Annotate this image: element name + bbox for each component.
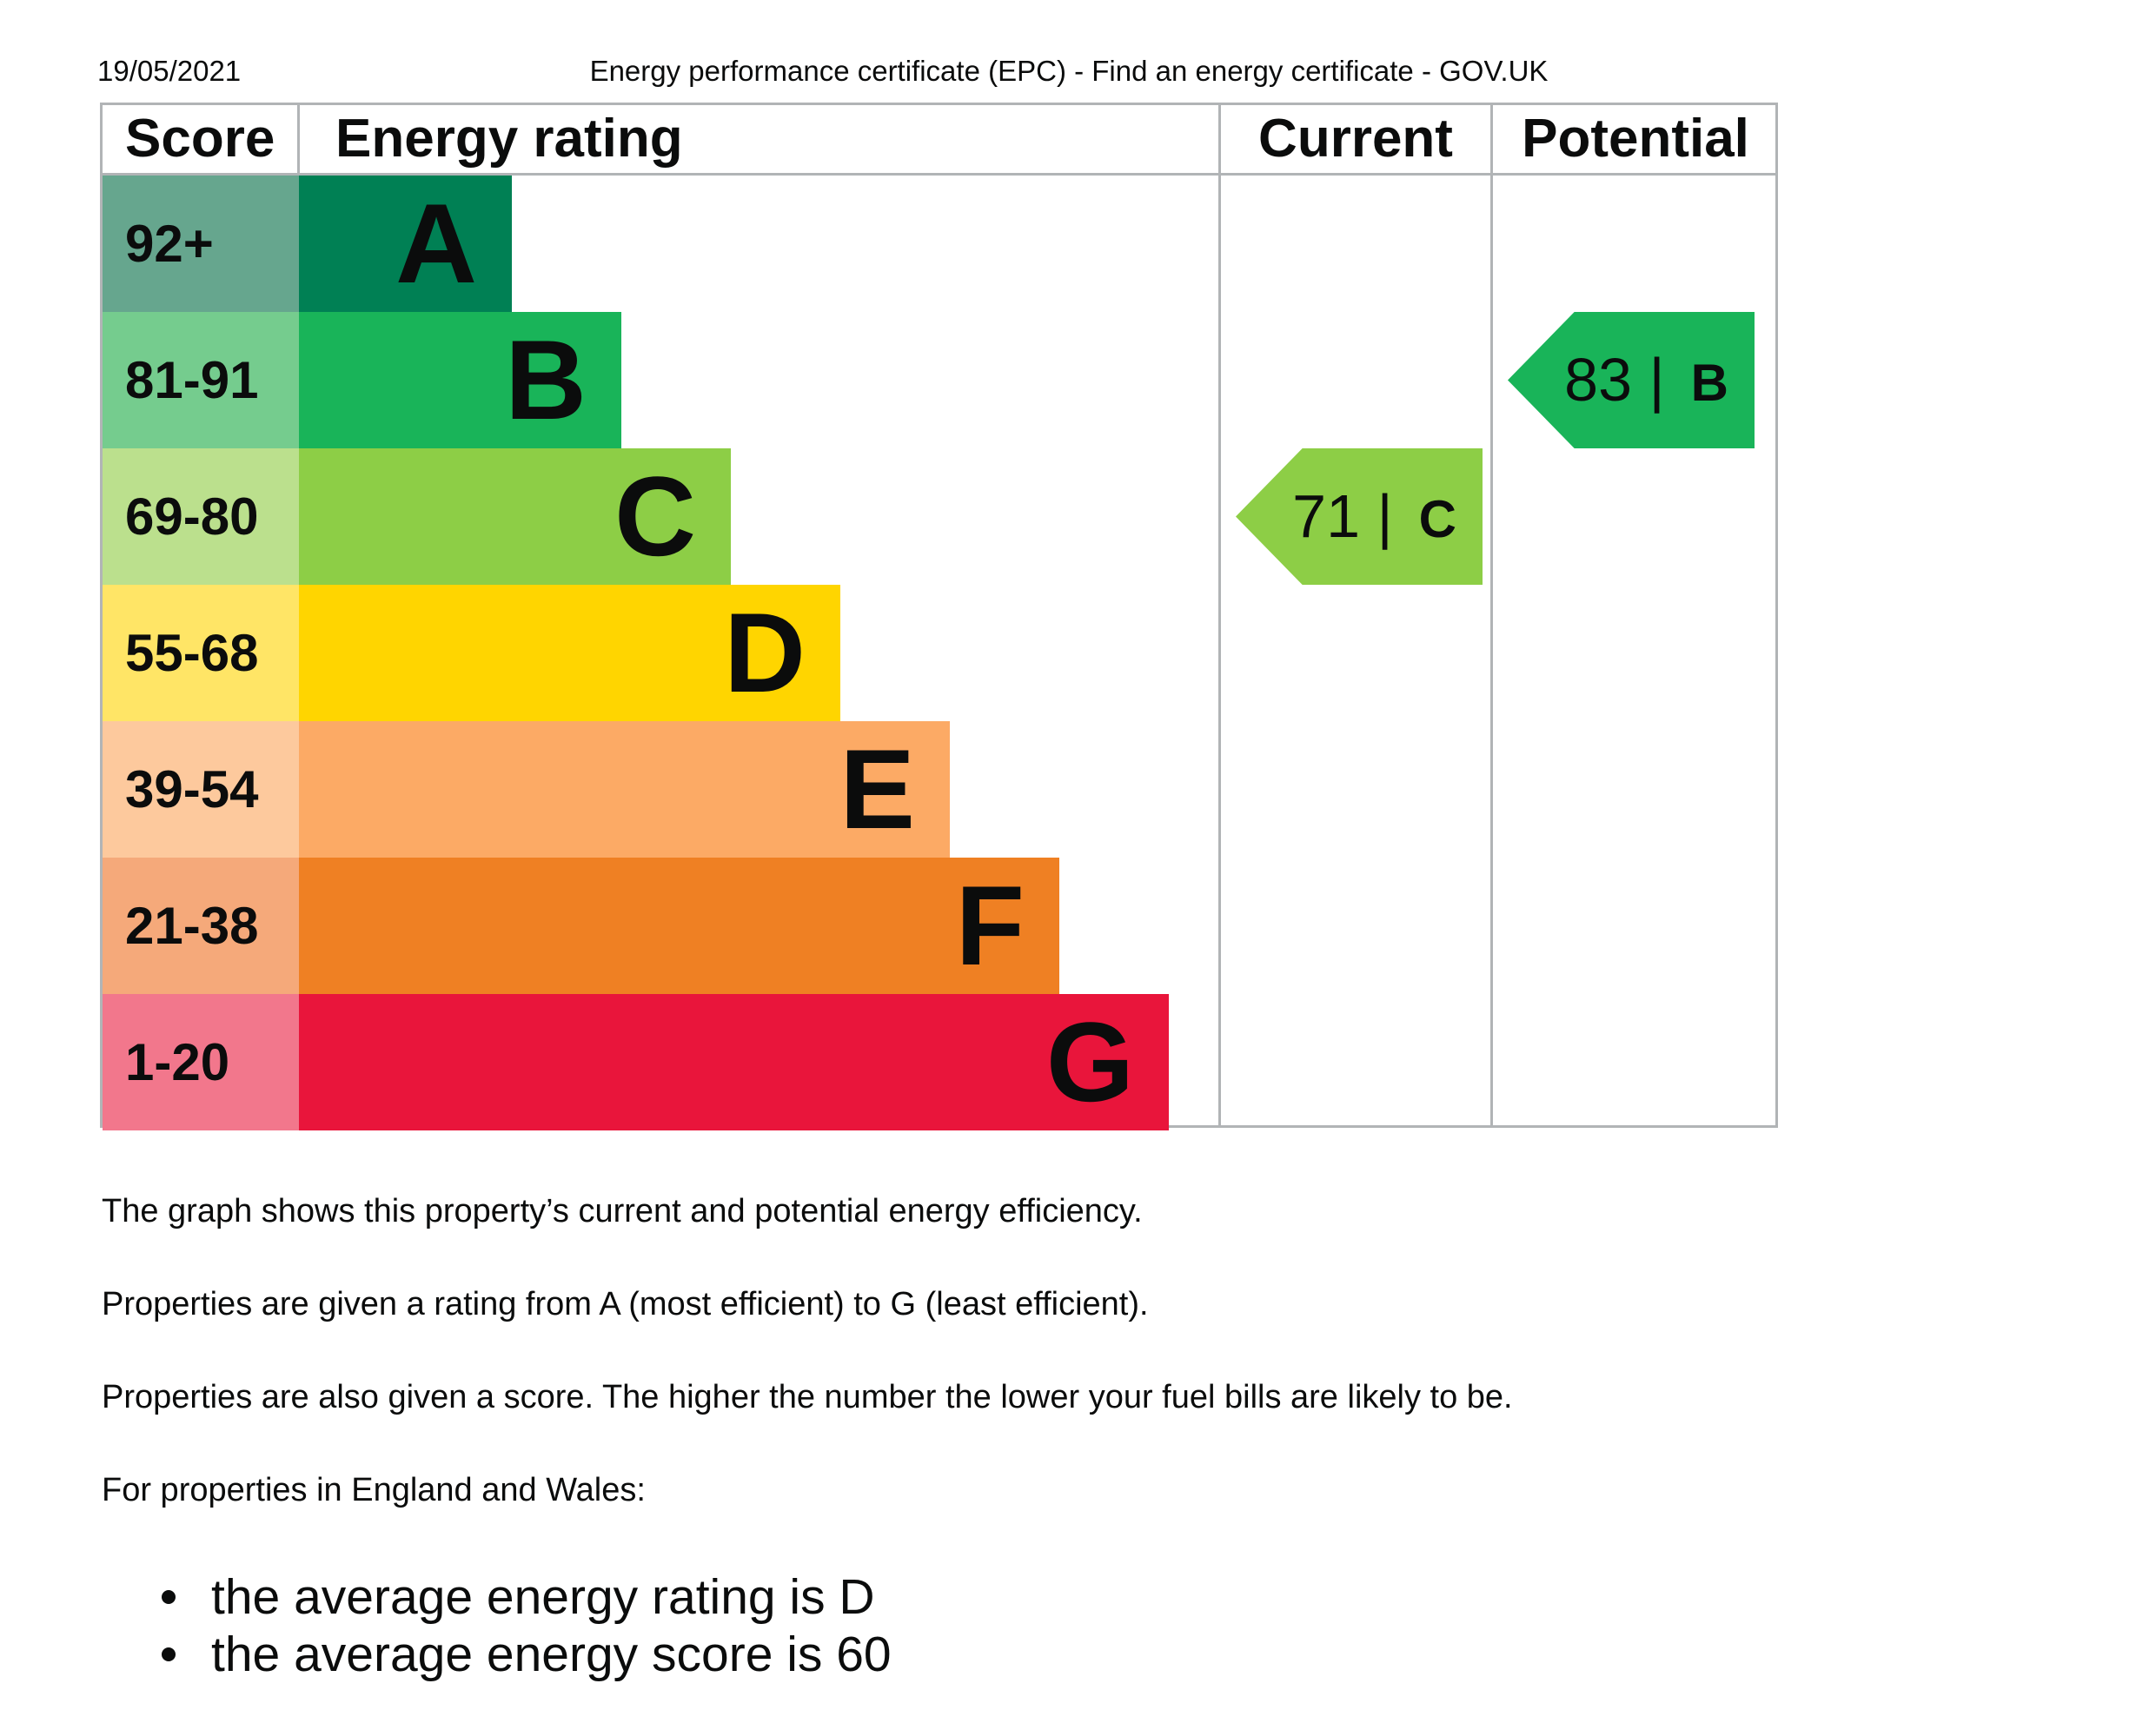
score-range-c: 69-80 bbox=[103, 448, 299, 585]
print-page-title: Energy performance certificate (EPC) - F… bbox=[589, 55, 1549, 87]
rating-band-c: C bbox=[299, 448, 731, 585]
rating-band-a: A bbox=[299, 176, 512, 312]
score-column-divider bbox=[297, 105, 300, 173]
potential-rating-arrow: 83 | B bbox=[1508, 312, 1755, 448]
averages-list: the average energy rating is D the avera… bbox=[148, 1568, 892, 1683]
rating-explanation: Properties are given a rating from A (mo… bbox=[102, 1286, 1149, 1322]
rating-band-b: B bbox=[299, 312, 621, 448]
current-letter: C bbox=[1418, 490, 1456, 548]
band-letter: D bbox=[724, 589, 806, 716]
band-letter: C bbox=[614, 453, 696, 580]
score-range-f: 21-38 bbox=[103, 858, 299, 994]
england-wales-intro: For properties in England and Wales: bbox=[102, 1472, 646, 1508]
list-item: the average energy score is 60 bbox=[148, 1626, 892, 1683]
current-column-divider bbox=[1218, 105, 1221, 1125]
band-letter: E bbox=[839, 726, 915, 852]
current-rating-arrow: 71 | C bbox=[1236, 448, 1483, 585]
band-letter: B bbox=[505, 316, 587, 443]
bullet-icon bbox=[162, 1590, 176, 1604]
score-range-g: 1-20 bbox=[103, 994, 299, 1130]
current-score: 71 | bbox=[1292, 482, 1393, 550]
score-range-e: 39-54 bbox=[103, 721, 299, 858]
potential-score: 83 | bbox=[1564, 346, 1665, 414]
band-letter: G bbox=[1045, 998, 1134, 1125]
potential-letter: B bbox=[1690, 354, 1728, 412]
bullet-icon bbox=[162, 1647, 176, 1661]
score-header: Score bbox=[125, 109, 275, 169]
current-header: Current bbox=[1258, 109, 1453, 169]
rating-band-f: F bbox=[299, 858, 1059, 994]
rating-band-g: G bbox=[299, 994, 1169, 1130]
graph-description: The graph shows this property’s current … bbox=[102, 1193, 1143, 1229]
rating-band-d: D bbox=[299, 585, 840, 721]
score-range-b: 81-91 bbox=[103, 312, 299, 448]
band-letter: F bbox=[955, 862, 1025, 989]
energy-rating-graph: Score Energy rating Current Potential 92… bbox=[100, 103, 1778, 1130]
print-date: 19/05/2021 bbox=[97, 55, 242, 87]
score-range-a: 92+ bbox=[103, 176, 299, 312]
band-letter: A bbox=[395, 180, 477, 307]
score-range-d: 55-68 bbox=[103, 585, 299, 721]
score-explanation: Properties are also given a score. The h… bbox=[102, 1379, 1513, 1415]
header-divider bbox=[103, 173, 1775, 176]
potential-header: Potential bbox=[1522, 109, 1749, 169]
energy-rating-header: Energy rating bbox=[335, 109, 683, 169]
potential-column-divider bbox=[1490, 105, 1493, 1125]
list-item: the average energy rating is D bbox=[148, 1568, 892, 1626]
rating-band-e: E bbox=[299, 721, 950, 858]
